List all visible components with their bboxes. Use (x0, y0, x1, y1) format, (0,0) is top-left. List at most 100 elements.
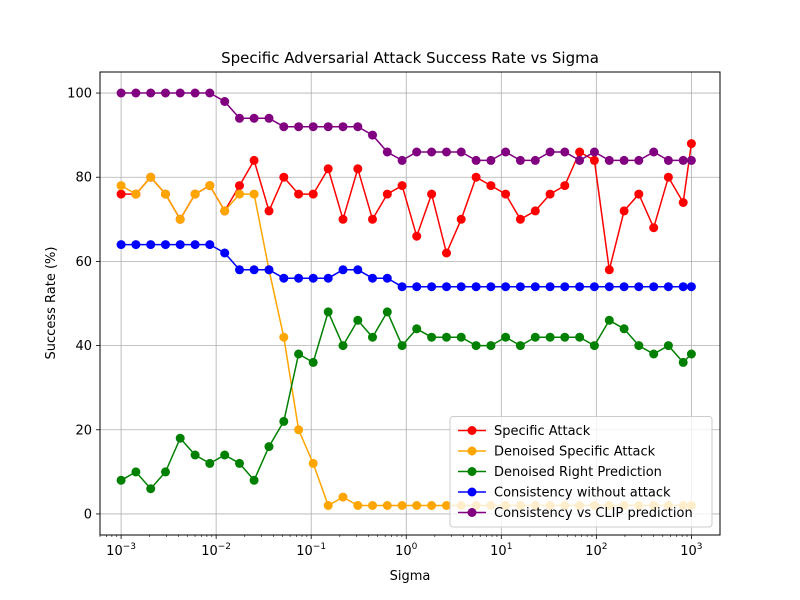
data-point (338, 122, 348, 132)
data-point (279, 332, 289, 342)
data-point (486, 181, 496, 191)
data-point (353, 315, 363, 325)
data-point (619, 324, 629, 334)
legend-swatch-marker (467, 467, 477, 476)
x-tick-label: 101 (490, 542, 512, 559)
data-point (604, 315, 614, 325)
data-point (442, 147, 451, 157)
x-axis-label: Sigma (390, 569, 431, 584)
data-point (427, 147, 437, 157)
data-point (589, 147, 599, 157)
data-point (560, 332, 570, 342)
series-2 (116, 307, 696, 494)
data-point (501, 332, 511, 342)
y-tick-label: 100 (67, 87, 92, 102)
chart-title: Specific Adversarial Attack Success Rate… (221, 49, 599, 67)
data-point (545, 147, 555, 157)
data-point (604, 282, 614, 292)
data-point (412, 147, 422, 157)
data-point (397, 155, 407, 165)
x-tick-label: 10−3 (106, 542, 136, 559)
data-point (560, 181, 570, 191)
x-tick-label: 10−2 (201, 542, 231, 559)
data-point (619, 206, 629, 216)
series-3 (116, 240, 696, 292)
data-point (235, 113, 244, 123)
legend-item: Specific Attack (458, 424, 591, 439)
x-tick-label: 100 (395, 542, 418, 559)
x-axis-ticks: 10−3 10−2 10−1 100 101 102 103 (99, 535, 703, 559)
data-point (368, 501, 377, 510)
data-point (397, 181, 407, 191)
y-axis-label: Success Rate (%) (44, 247, 59, 360)
legend: Specific Attack Denoised Specific Attack D… (449, 416, 713, 528)
data-point (486, 155, 496, 165)
legend-label: Denoised Right Prediction (494, 465, 662, 480)
data-point (397, 501, 407, 510)
series-line (120, 309, 692, 490)
data-point (220, 248, 230, 258)
series-line (121, 92, 692, 162)
data-point (471, 172, 481, 182)
data-point (175, 240, 185, 250)
data-point (131, 88, 141, 98)
data-point (368, 130, 377, 140)
data-point (220, 97, 230, 106)
data-point (545, 282, 555, 292)
data-point (678, 282, 688, 292)
data-point (663, 282, 673, 292)
data-point (427, 501, 437, 510)
data-point (353, 122, 363, 132)
data-point (323, 307, 333, 317)
data-point (456, 282, 466, 292)
data-point (323, 501, 333, 510)
data-point (427, 189, 437, 199)
data-point (249, 475, 259, 485)
data-point (619, 155, 629, 165)
data-point (249, 189, 259, 199)
data-point (412, 231, 422, 241)
data-point (515, 282, 525, 292)
legend-item: Denoised Right Prediction (458, 465, 662, 480)
legend-swatch-marker (467, 487, 477, 497)
data-point (634, 155, 644, 165)
data-point (116, 189, 126, 199)
data-point (190, 450, 200, 460)
data-point (560, 147, 570, 157)
y-tick-label: 40 (75, 339, 92, 354)
data-point (530, 282, 540, 292)
data-point (575, 282, 585, 292)
data-point (175, 433, 185, 443)
data-point (161, 240, 170, 250)
data-point (161, 467, 170, 477)
data-point (323, 164, 333, 174)
data-point (338, 341, 348, 351)
y-tick-label: 80 (75, 171, 92, 186)
data-point (634, 341, 644, 351)
data-point (294, 273, 304, 283)
data-point (545, 189, 555, 199)
data-point (382, 147, 392, 157)
data-point (589, 282, 599, 292)
series-4 (116, 88, 696, 165)
data-point (279, 416, 289, 426)
y-tick-label: 60 (75, 255, 92, 270)
data-point (686, 349, 696, 359)
data-point (486, 282, 496, 292)
legend-label: Denoised Specific Attack (494, 445, 656, 460)
legend-label: Specific Attack (494, 424, 591, 439)
data-point (249, 113, 259, 123)
series-line (121, 243, 692, 288)
data-point (190, 240, 200, 250)
legend-swatch-marker (467, 446, 477, 456)
data-point (205, 181, 215, 191)
data-point (471, 341, 481, 351)
data-point (116, 240, 126, 250)
data-point (427, 332, 437, 342)
data-point (146, 240, 156, 250)
data-point (649, 349, 659, 359)
data-point (471, 155, 481, 165)
data-point (131, 240, 141, 250)
data-point (338, 492, 348, 502)
data-point (486, 341, 496, 351)
